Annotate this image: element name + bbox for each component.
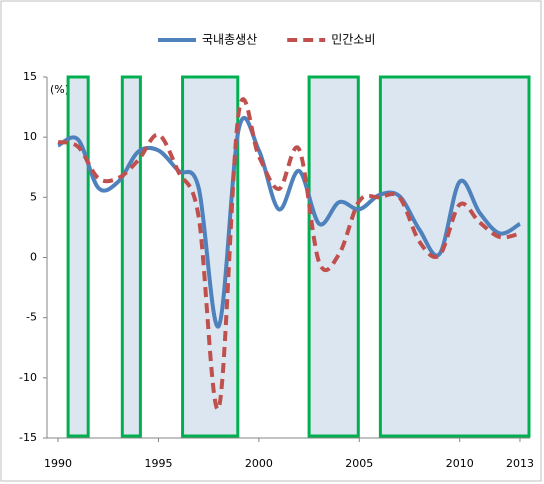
x-tick-label: 1990 — [44, 457, 72, 470]
x-tick-label: 2010 — [446, 457, 474, 470]
y-tick-label: -5 — [26, 311, 37, 324]
unit-label: (%) — [50, 83, 69, 96]
legend-label: 국내총생산 — [202, 33, 257, 47]
y-tick-label: 5 — [30, 190, 37, 203]
shaded-period — [66, 75, 90, 438]
legend-label: 민간소비 — [331, 33, 375, 47]
shaded-period — [120, 75, 142, 438]
x-tick-label: 1995 — [144, 457, 172, 470]
shaded-period — [307, 75, 360, 438]
y-tick-label: -10 — [19, 371, 37, 384]
legend: 국내총생산 민간소비 — [158, 33, 375, 47]
y-tick-label: 10 — [23, 130, 37, 143]
x-tick-label: 2013 — [506, 457, 534, 470]
x-tick-label: 2005 — [345, 457, 373, 470]
series-line — [57, 115, 521, 329]
series-line — [57, 97, 521, 412]
shaded-period — [378, 75, 531, 438]
y-tick-label: -15 — [19, 431, 37, 444]
y-tick-label: 15 — [23, 70, 37, 83]
y-tick-label: 0 — [30, 251, 37, 264]
x-tick-label: 2000 — [245, 457, 273, 470]
